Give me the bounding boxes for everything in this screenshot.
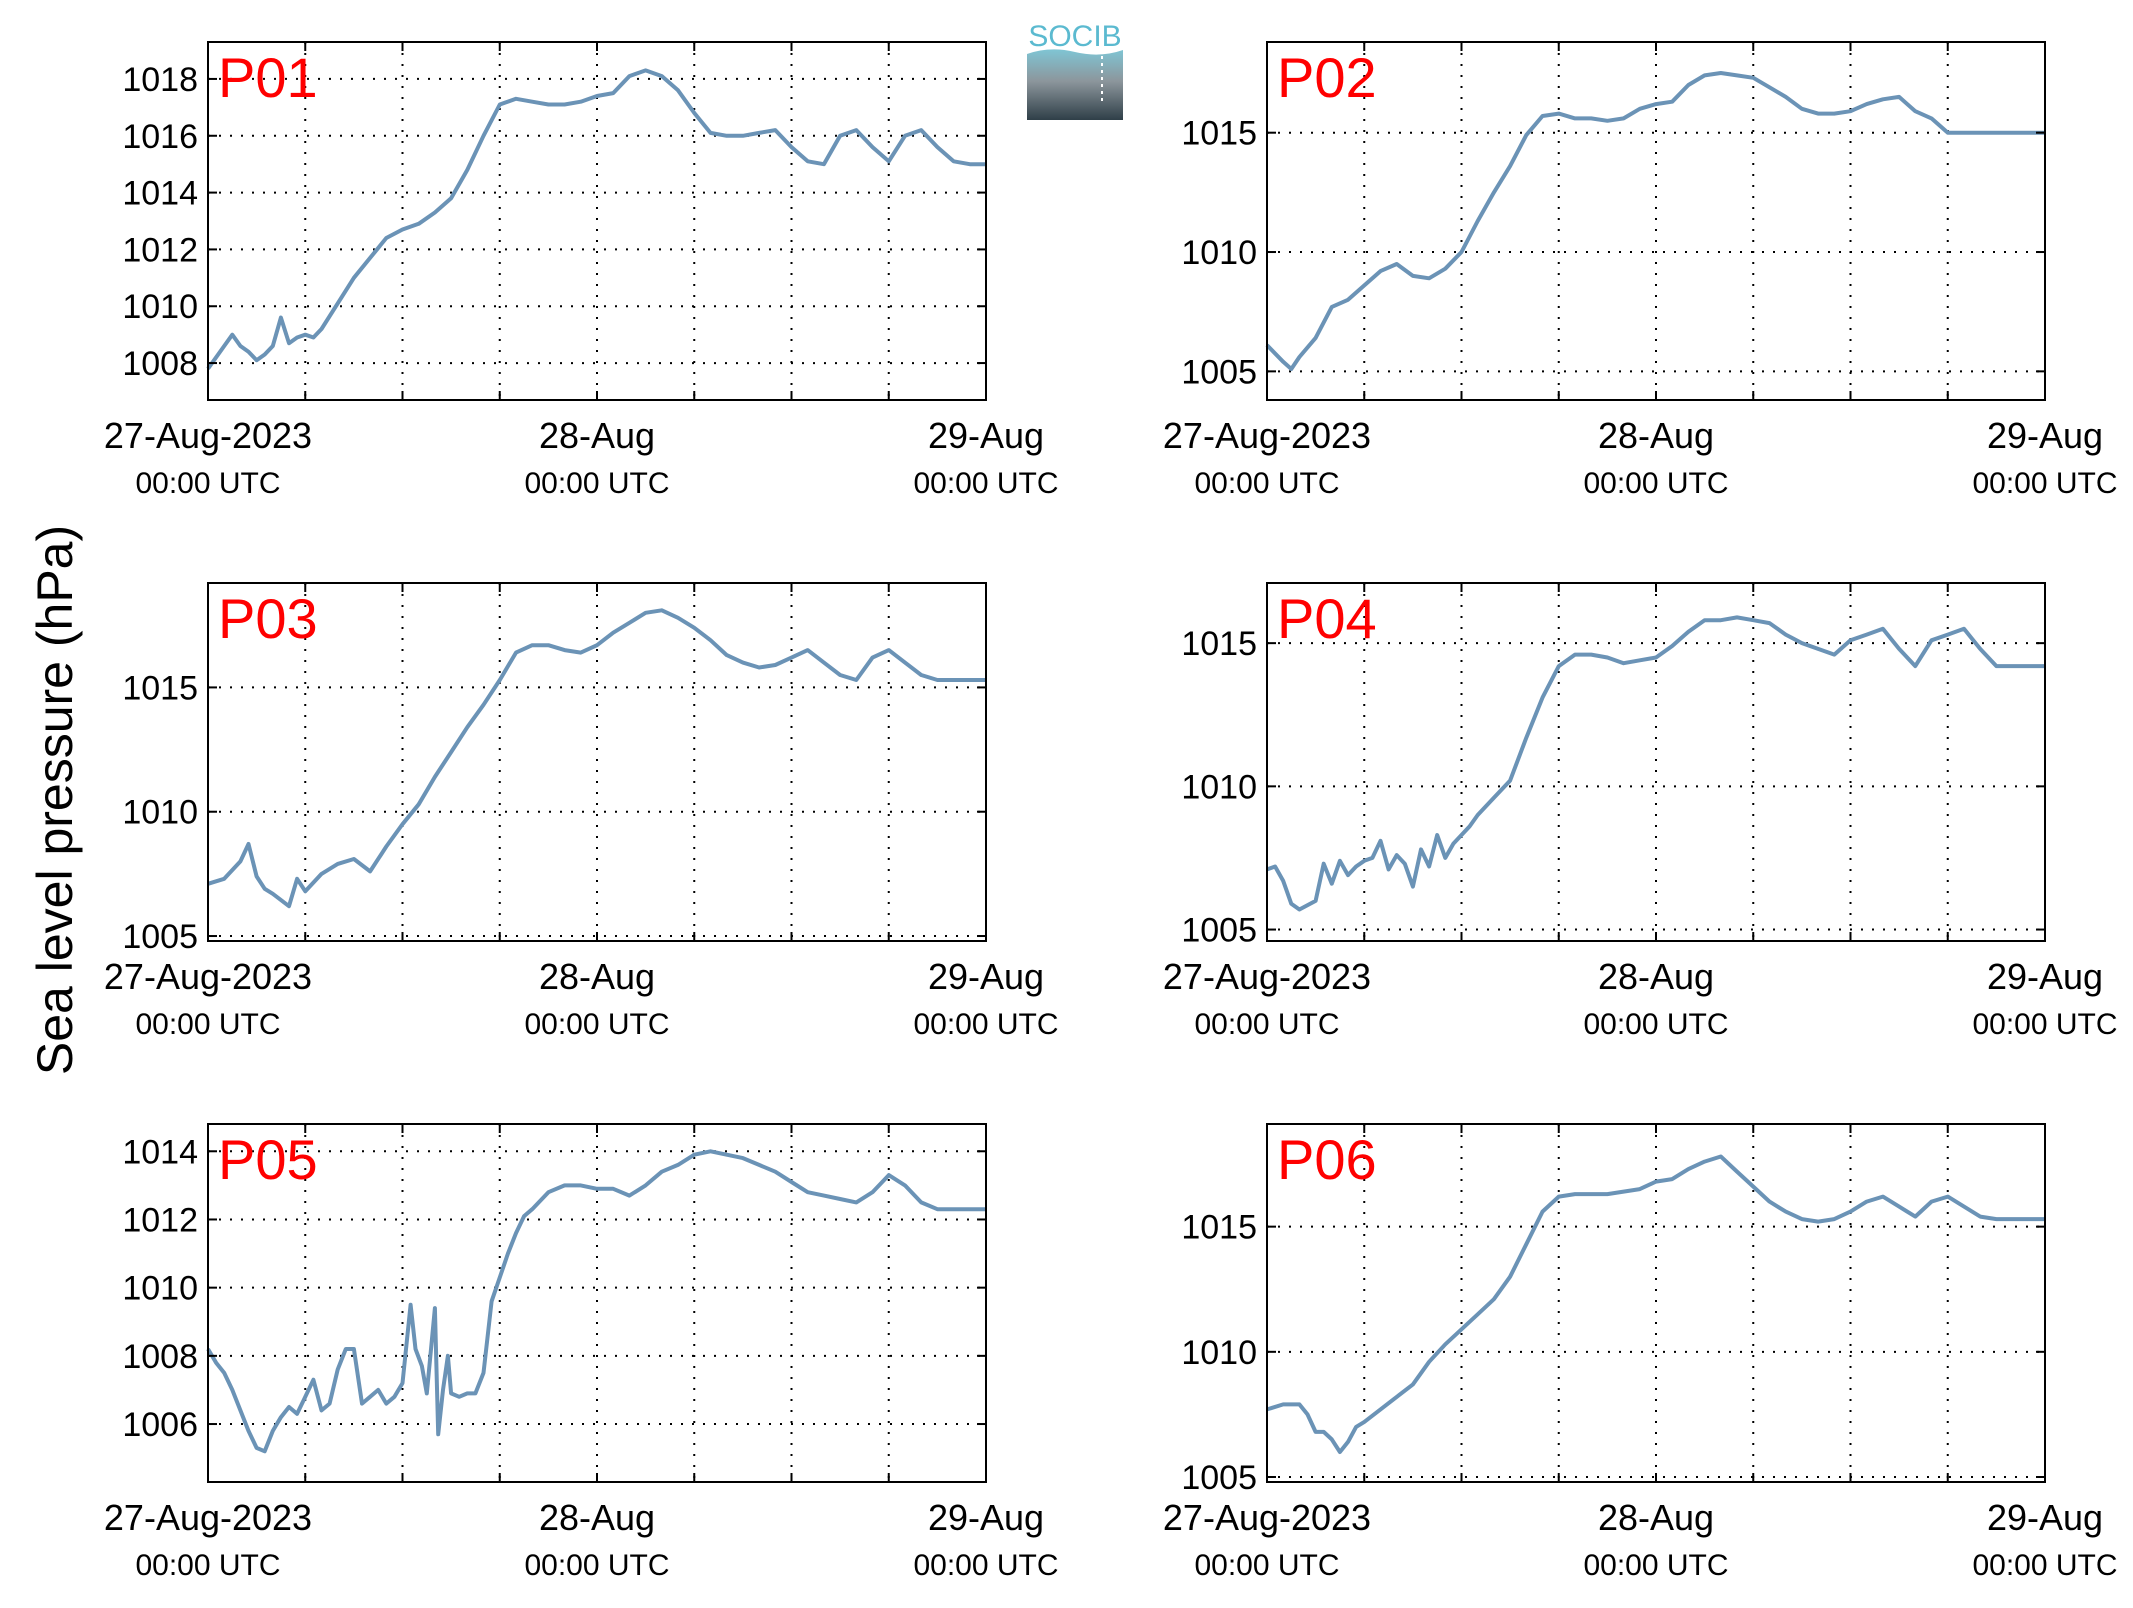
x-tick-label-date: 28-Aug <box>1598 1497 1714 1538</box>
y-tick-label: 1008 <box>122 1338 198 1376</box>
y-tick-label: 1014 <box>122 1133 198 1171</box>
x-tick-label-date: 28-Aug <box>539 415 655 456</box>
y-tick-label: 1006 <box>122 1406 198 1444</box>
series-line <box>206 68 986 370</box>
socib-logo-text: SOCIB <box>1028 20 1121 53</box>
y-tick-label: 1012 <box>122 231 198 269</box>
series-line <box>1266 1154 2045 1454</box>
x-tick-label-time: 00:00 UTC <box>135 1008 280 1041</box>
panel-p02: 1005 1010 1015 27-Aug-2023 00:00 UTC 28-Aug 00… <box>1163 41 2118 500</box>
y-tick-label: 1010 <box>122 288 198 326</box>
x-tick-label-time: 00:00 UTC <box>1194 1008 1339 1041</box>
x-tick-label-date: 27-Aug-2023 <box>1163 415 1371 456</box>
axes-frame <box>1266 1123 2046 1483</box>
x-tick-label-date: 27-Aug-2023 <box>1163 956 1371 997</box>
panel-label: P01 <box>218 46 318 109</box>
y-tick-label: 1015 <box>1181 625 1257 663</box>
x-tick-label-date: 27-Aug-2023 <box>104 415 312 456</box>
y-tick-label: 1014 <box>122 175 198 213</box>
x-tick-label-time: 00:00 UTC <box>913 1549 1058 1582</box>
x-tick-label-date: 27-Aug-2023 <box>1163 1497 1371 1538</box>
panel-p03: 1005 1010 1015 27-Aug-2023 00:00 UTC 28-Aug 00… <box>104 582 1059 1041</box>
x-tick-label-date: 29-Aug <box>928 1497 1044 1538</box>
x-tick-label-date: 28-Aug <box>1598 415 1714 456</box>
panel-label: P06 <box>1277 1128 1377 1191</box>
x-tick-label-time: 00:00 UTC <box>1972 467 2117 500</box>
x-tick-label-date: 27-Aug-2023 <box>104 956 312 997</box>
y-tick-label: 1018 <box>122 61 198 99</box>
x-tick-label-time: 00:00 UTC <box>1583 1549 1728 1582</box>
series-line <box>206 1149 986 1454</box>
series-line <box>1266 615 2045 912</box>
x-tick-label-time: 00:00 UTC <box>913 467 1058 500</box>
y-tick-label: 1005 <box>1181 912 1257 950</box>
panel-p04: 1005 1010 1015 27-Aug-2023 00:00 UTC 28-Aug 00… <box>1163 582 2118 1041</box>
x-tick-label-date: 29-Aug <box>1987 956 2103 997</box>
panel-label: P03 <box>218 587 318 650</box>
panel-p06: 1005 1010 1015 27-Aug-2023 00:00 UTC 28-Aug 00… <box>1163 1123 2118 1582</box>
panel-p01: 1008 1010 1012 1014 1016 1018 27-Aug-2023 00:00… <box>104 41 1059 500</box>
y-tick-label: 1008 <box>122 345 198 383</box>
axes-frame <box>207 582 987 942</box>
x-tick-label-date: 29-Aug <box>1987 1497 2103 1538</box>
axes-frame <box>1266 41 2046 401</box>
x-tick-label-time: 00:00 UTC <box>913 1008 1058 1041</box>
x-tick-label-time: 00:00 UTC <box>524 1008 669 1041</box>
series-line <box>1265 71 2045 371</box>
panel-label: P05 <box>218 1128 318 1191</box>
x-tick-label-date: 27-Aug-2023 <box>104 1497 312 1538</box>
x-tick-label-time: 00:00 UTC <box>1194 467 1339 500</box>
x-tick-label-time: 00:00 UTC <box>1972 1549 2117 1582</box>
y-tick-label: 1005 <box>122 918 198 956</box>
x-tick-label-time: 00:00 UTC <box>524 1549 669 1582</box>
x-tick-label-date: 29-Aug <box>928 956 1044 997</box>
x-tick-label-date: 28-Aug <box>1598 956 1714 997</box>
y-tick-label: 1010 <box>1181 768 1257 806</box>
y-tick-label: 1015 <box>1181 115 1257 153</box>
panels: 1008 1010 1012 1014 1016 1018 27-Aug-2023 00:00… <box>104 41 2118 1582</box>
y-tick-label: 1010 <box>1181 1334 1257 1372</box>
x-tick-label-date: 28-Aug <box>539 956 655 997</box>
y-tick-label: 1015 <box>122 669 198 707</box>
x-tick-label-date: 28-Aug <box>539 1497 655 1538</box>
axes-frame <box>207 1123 987 1483</box>
x-tick-label-time: 00:00 UTC <box>1583 467 1728 500</box>
y-tick-label: 1010 <box>122 1270 198 1308</box>
y-tick-label: 1015 <box>1181 1209 1257 1247</box>
x-tick-label-time: 00:00 UTC <box>524 467 669 500</box>
x-tick-label-time: 00:00 UTC <box>135 467 280 500</box>
panel-label: P04 <box>1277 587 1377 650</box>
x-tick-label-time: 00:00 UTC <box>135 1549 280 1582</box>
x-tick-label-date: 29-Aug <box>928 415 1044 456</box>
y-tick-label: 1010 <box>1181 234 1257 272</box>
y-tick-label: 1010 <box>122 794 198 832</box>
x-tick-label-time: 00:00 UTC <box>1972 1008 2117 1041</box>
series-line <box>207 608 986 909</box>
y-tick-label: 1005 <box>1181 353 1257 391</box>
x-tick-label-date: 29-Aug <box>1987 415 2103 456</box>
y-tick-label: 1012 <box>122 1201 198 1239</box>
y-tick-label: 1016 <box>122 118 198 156</box>
panel-p05: 1006 1008 1010 1012 1014 27-Aug-2023 00:00 UTC… <box>104 1123 1059 1582</box>
x-tick-label-time: 00:00 UTC <box>1583 1008 1728 1041</box>
socib-logo: SOCIB <box>1027 20 1123 120</box>
axes-frame <box>1266 582 2046 942</box>
panel-label: P02 <box>1277 46 1377 109</box>
x-tick-label-time: 00:00 UTC <box>1194 1549 1339 1582</box>
y-tick-label: 1005 <box>1181 1459 1257 1497</box>
